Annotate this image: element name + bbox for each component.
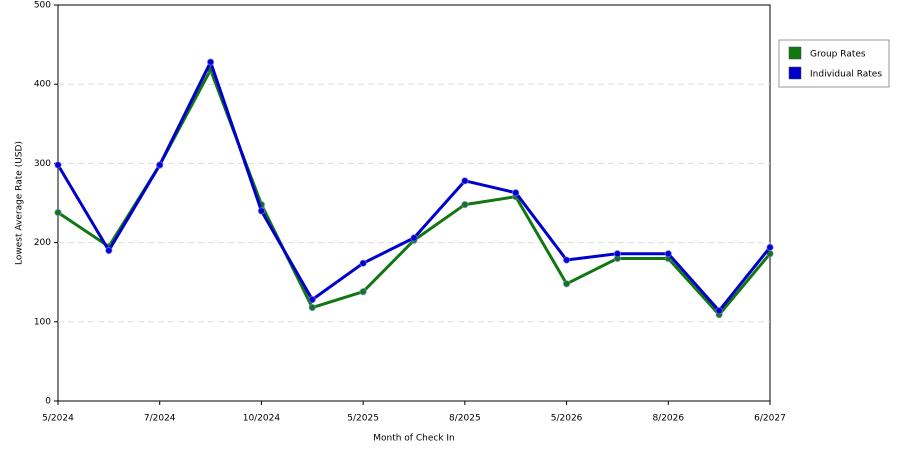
point [308,295,316,304]
point [766,243,774,252]
y-tick-label: 0 [45,397,51,407]
y-tick-label: 400 [34,80,51,90]
point [308,303,316,312]
point [613,249,622,258]
x-tick-label: 5/2026 [551,414,583,424]
point [54,208,62,217]
y-tick-label: 100 [34,317,51,327]
series-line [57,68,772,317]
y-tick-label: 300 [34,159,51,169]
x-tick-label: 5/2025 [347,414,379,424]
point [512,189,520,197]
point [156,161,164,169]
x-tick-label: 10/2024 [243,414,281,424]
x-tick-label: 6/2027 [754,414,786,424]
point [715,307,723,315]
x-tick-label: 8/2025 [449,414,481,424]
y-tick-label: 500 [34,1,51,11]
point [562,256,571,264]
point [206,58,215,66]
legend-label: Individual Rates [810,70,882,80]
y-tick-label: 200 [34,238,51,248]
point [257,207,266,215]
point [664,249,672,258]
point [410,234,418,242]
legend-swatch [788,66,802,80]
x-axis-label: Month of Check In [373,434,455,444]
legend-swatch [788,46,802,60]
legend-label: Group Rates [810,50,866,60]
point [562,280,571,288]
y-axis-label: Lowest Average Rate (USD) [15,141,25,265]
point [461,177,469,185]
series-line [56,60,772,313]
point [105,246,113,255]
x-tick-label: 8/2026 [652,414,684,424]
point [54,161,62,169]
point [461,200,469,209]
point [359,259,367,267]
x-tick-label: 5/2024 [42,414,74,424]
point [359,288,367,296]
plot-frame [57,4,771,402]
x-tick-label: 7/2024 [144,414,176,424]
